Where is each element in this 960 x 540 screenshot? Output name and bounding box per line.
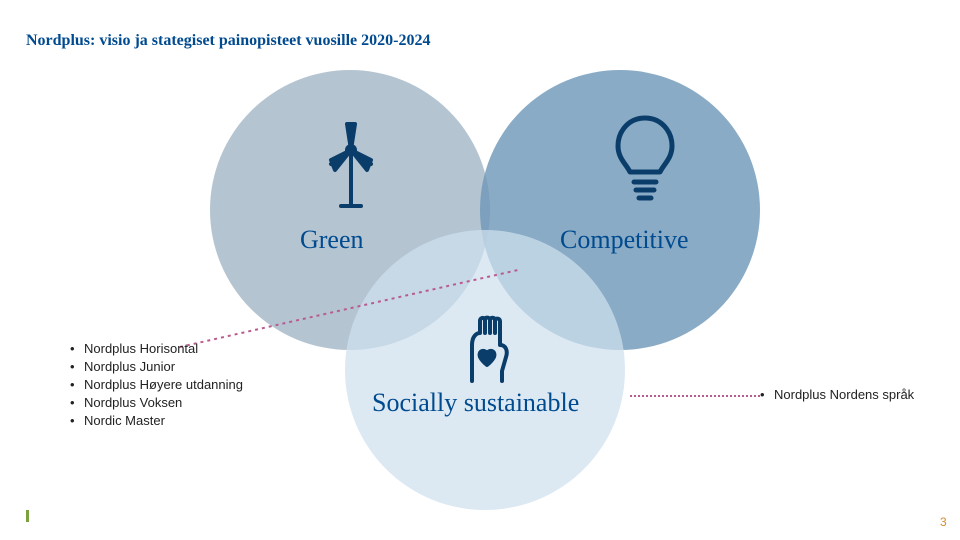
- page-title: Nordplus: visio ja stategiset painopiste…: [26, 30, 446, 52]
- list-item: Nordplus Voksen: [70, 394, 243, 412]
- list-item: Nordplus Høyere utdanning: [70, 376, 243, 394]
- venn-label-green: Green: [300, 225, 364, 255]
- list-item: Nordplus Junior: [70, 358, 243, 376]
- connector-right: [630, 395, 760, 397]
- wind-turbine-icon: [325, 120, 377, 210]
- hand-heart-icon: [460, 315, 515, 385]
- lightbulb-icon: [610, 110, 680, 205]
- list-item: Nordplus Nordens språk: [760, 386, 914, 404]
- venn-label-social: Socially sustainable: [372, 388, 579, 418]
- page-number: 3: [940, 515, 947, 529]
- right-program-list: Nordplus Nordens språk: [760, 386, 914, 404]
- list-item: Nordic Master: [70, 412, 243, 430]
- left-program-list: Nordplus Horisontal Nordplus Junior Nord…: [70, 340, 243, 430]
- footer-accent-mark: [26, 510, 29, 522]
- venn-label-competitive: Competitive: [560, 225, 689, 255]
- list-item: Nordplus Horisontal: [70, 340, 243, 358]
